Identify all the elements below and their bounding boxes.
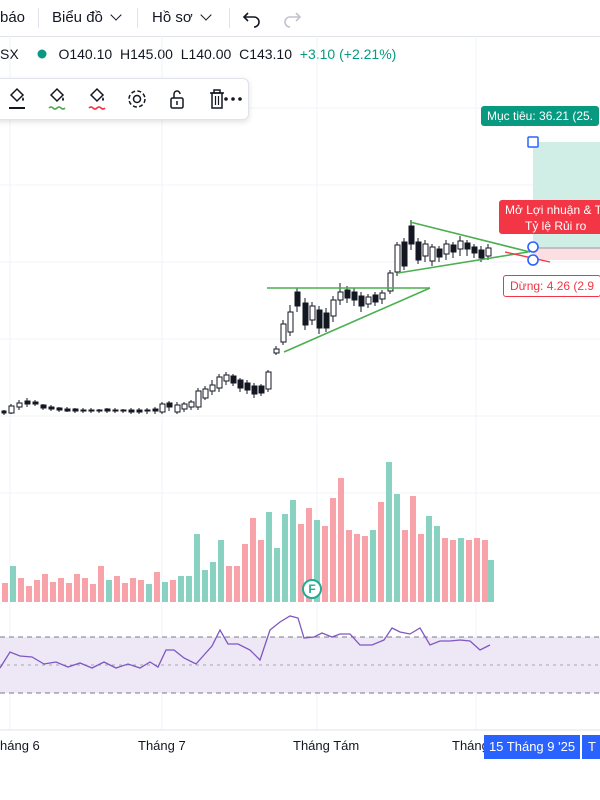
drawing-toolbar xyxy=(0,78,249,120)
rsi-line xyxy=(0,615,491,669)
x-axis-label: Tháng xyxy=(452,738,489,753)
toolbar-divider xyxy=(229,8,230,28)
redo-button[interactable] xyxy=(282,0,306,36)
profit-line-2: Tỷ lệ Rủi ro xyxy=(525,219,587,233)
x-axis-label: Tháng 7 xyxy=(138,738,186,753)
stop-label[interactable]: Dừng: 4.26 (2.9 xyxy=(503,275,600,297)
fill-color-icon xyxy=(48,87,66,110)
more-icon xyxy=(224,97,242,101)
profit-line-1: Mở Lợi nhuận & T xyxy=(505,203,600,217)
rsi-pane xyxy=(0,615,600,694)
line-color-button[interactable] xyxy=(83,85,111,113)
stop-handle xyxy=(527,254,539,266)
paint-bucket-button[interactable] xyxy=(3,85,31,113)
paint-bucket-icon xyxy=(9,87,25,109)
financials-event-marker[interactable]: F xyxy=(302,579,322,599)
ticker-symbol[interactable]: SX xyxy=(0,46,19,62)
loss-zone xyxy=(533,248,600,260)
line-color-icon xyxy=(88,87,106,110)
toolbar-divider xyxy=(38,8,39,28)
next-date-badge: T xyxy=(582,735,600,759)
delete-button[interactable] xyxy=(203,85,231,113)
target-label[interactable]: Mục tiêu: 36.21 (25. xyxy=(481,106,600,126)
alert-button[interactable]: báo xyxy=(0,9,26,26)
settings-button[interactable] xyxy=(123,85,151,113)
undo-button[interactable] xyxy=(242,0,266,36)
toolbar-divider xyxy=(137,8,138,28)
low-value: L140.00 xyxy=(180,46,232,62)
entry-handle xyxy=(527,241,539,253)
trash-icon xyxy=(210,89,224,109)
current-date-badge: 15 Tháng 9 '25 xyxy=(484,735,580,759)
volume-bars xyxy=(2,462,494,602)
ohlc-legend: SX O140.10 H145.00 L140.00 C143.10 +3.10… xyxy=(0,46,396,70)
x-axis-label: háng 6 xyxy=(0,738,40,753)
lock-button[interactable] xyxy=(163,85,191,113)
chart-type-label: Biểu đồ xyxy=(52,9,103,26)
trendlines xyxy=(267,221,531,353)
redo-icon xyxy=(284,12,302,28)
target-handle xyxy=(527,136,539,148)
entry-line xyxy=(504,251,551,263)
change-value: +3.10 (+2.21%) xyxy=(299,46,397,62)
market-status-icon xyxy=(37,49,47,59)
chart-type-dropdown[interactable]: Biểu đồ xyxy=(52,0,122,36)
fill-color-button[interactable] xyxy=(43,85,71,113)
top-toolbar: báo Biểu đồ Hồ sơ xyxy=(0,0,600,37)
high-value: H145.00 xyxy=(119,46,173,62)
profile-dropdown[interactable]: Hồ sơ xyxy=(152,0,212,36)
undo-icon xyxy=(242,12,260,28)
settings-icon xyxy=(128,90,146,108)
open-value: O140.10 xyxy=(58,46,113,62)
chart-grid xyxy=(0,36,600,730)
candlesticks xyxy=(1,220,492,415)
more-button[interactable] xyxy=(220,85,248,113)
x-axis-label: Tháng Tám xyxy=(293,738,360,753)
close-value: C143.10 xyxy=(239,46,293,62)
profile-label: Hồ sơ xyxy=(152,9,193,26)
unlock-icon xyxy=(170,90,184,109)
risk-reward-label[interactable]: Mở Lợi nhuận & T Tỷ lệ Rủi ro xyxy=(499,200,600,234)
